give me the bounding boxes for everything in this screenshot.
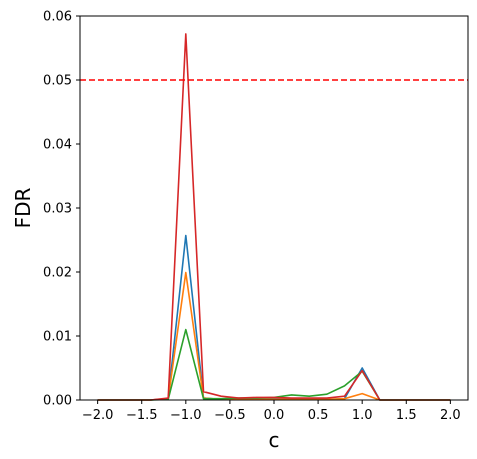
y-tick-label: 0.05 <box>43 74 72 89</box>
x-tick-label: 1.0 <box>352 408 373 423</box>
y-tick-label: 0.03 <box>43 202 72 217</box>
y-tick-label: 0.02 <box>43 266 72 281</box>
y-tick-label: 0.04 <box>43 138 72 153</box>
x-axis-title: c <box>269 428 280 452</box>
y-tick-label: 0.00 <box>43 394 72 409</box>
y-axis-ticks: 0.00 0.01 0.02 0.03 0.04 0.05 0.06 <box>43 10 80 409</box>
x-tick-label: 2.0 <box>440 408 461 423</box>
x-tick-label: −1.5 <box>126 408 158 423</box>
x-tick-label: −1.0 <box>170 408 202 423</box>
x-tick-label: −0.5 <box>214 408 246 423</box>
x-axis-ticks: −2.0 −1.5 −1.0 −0.5 0.0 0.5 1.0 1.5 2.0 <box>82 400 461 423</box>
y-tick-label: 0.06 <box>43 10 72 25</box>
y-axis-title: FDR <box>11 188 35 229</box>
x-tick-label: 1.5 <box>396 408 417 423</box>
x-tick-label: 0.5 <box>308 408 329 423</box>
x-tick-label: 0.0 <box>264 408 285 423</box>
y-tick-label: 0.01 <box>43 330 72 345</box>
x-tick-label: −2.0 <box>82 408 114 423</box>
